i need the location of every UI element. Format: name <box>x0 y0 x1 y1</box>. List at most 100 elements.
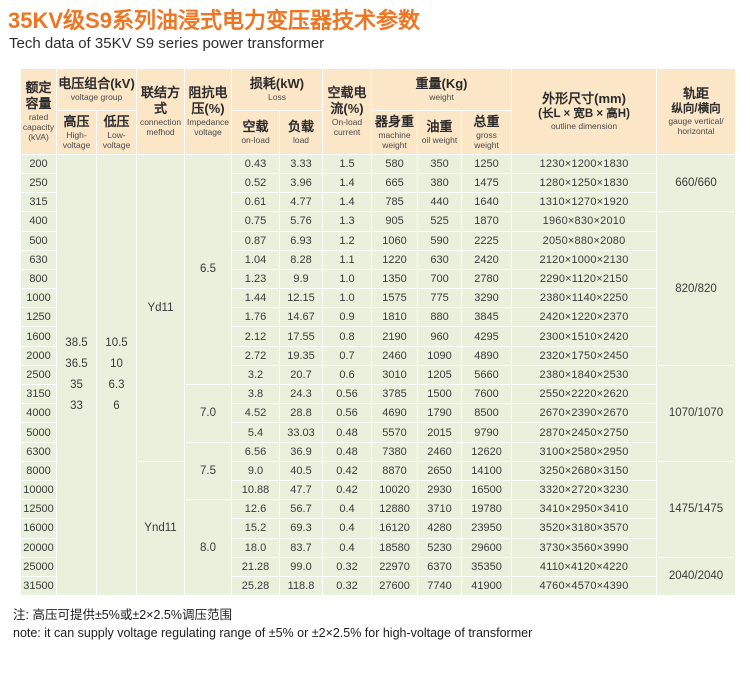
cell-current: 0.42 <box>322 479 373 501</box>
cell-noload-loss: 5.4 <box>231 422 280 443</box>
cell-noload-loss: 12.6 <box>231 499 280 520</box>
cell-oil-weight: 590 <box>417 230 463 251</box>
cell-dimension: 2290×1120×2150 <box>511 268 658 290</box>
cell-capacity: 1250 <box>20 307 57 328</box>
header-connection-zh: 联结方式 <box>140 84 180 117</box>
cell-oil-weight: 3710 <box>417 499 463 520</box>
cell-oil-weight: 700 <box>417 268 463 290</box>
cell-current: 1.2 <box>322 230 373 251</box>
cell-gross-weight: 23950 <box>461 518 513 539</box>
cell-machine-weight: 905 <box>371 211 419 232</box>
cell-dimension: 3320×2720×3230 <box>511 479 658 501</box>
cell-machine-weight: 18580 <box>371 537 419 558</box>
cell-machine-weight: 1810 <box>371 307 419 328</box>
cell-oil-weight: 1500 <box>417 384 463 405</box>
cell-gross-weight: 19780 <box>461 499 513 520</box>
cell-oil-weight: 880 <box>417 307 463 328</box>
header-machine-weight-en: machine weight <box>378 130 411 150</box>
cell-machine-weight: 5570 <box>371 422 419 443</box>
header-gross-weight-en: gross weight <box>474 130 499 150</box>
cell-machine-weight: 16120 <box>371 518 419 539</box>
cell-gross-weight: 1475 <box>461 172 513 194</box>
table-row: 4000 4.52 28.8 0.56 4690 1790 8500 2670×2390×26… <box>20 403 736 424</box>
footnote: 注: 高压可提供±5%或±2×2.5%调压范围 note: it can sup… <box>13 607 750 642</box>
header-oil-weight-en: oil weight <box>421 135 458 146</box>
table-row: 20000 18.0 83.7 0.4 18580 5230 29600 3730×3560×… <box>20 537 736 558</box>
cell-dimension: 2320×1750×2450 <box>511 345 658 366</box>
table-row: 6300 7.5 6.56 36.9 0.48 7380 2460 12620 3100×258… <box>20 441 736 501</box>
header-current-en: On-load current <box>331 117 363 138</box>
cell-load-loss: 69.3 <box>278 518 324 539</box>
table-row: 31500 25.28 118.8 0.32 27600 7740 41900 4760×45… <box>20 575 736 597</box>
table-row: 315 0.61 4.77 1.4 785 440 1640 1310×1270×1920 <box>20 192 736 213</box>
header-hv: 高压 High-voltage <box>56 109 97 155</box>
cell-capacity: 315 <box>20 192 57 213</box>
cell-noload-loss: 0.43 <box>231 153 280 174</box>
cell-noload-loss: 10.88 <box>231 479 280 501</box>
cell-gross-weight: 4890 <box>461 345 513 366</box>
header-weight-zh: 重量(Kg) <box>415 75 468 91</box>
cell-machine-weight: 12880 <box>371 499 419 520</box>
cell-oil-weight: 6370 <box>417 556 463 577</box>
cell-machine-weight: 3010 <box>371 364 419 386</box>
cell-dimension: 3520×3180×3570 <box>511 518 658 539</box>
cell-impedance: 8.0 <box>184 499 232 597</box>
cell-capacity: 2500 <box>20 364 57 386</box>
cell-capacity: 1600 <box>20 326 57 347</box>
cell-gross-weight: 14100 <box>461 460 513 481</box>
cell-dimension: 2380×1140×2250 <box>511 288 658 309</box>
cell-machine-weight: 22970 <box>371 556 419 577</box>
table-row: 10000 10.88 47.7 0.42 10020 2930 16500 3320×272… <box>20 479 736 501</box>
header-load-loss-en: load <box>292 135 310 146</box>
header-noload-loss: 空载 on-load <box>231 109 280 155</box>
cell-dimension: 1310×1270×1920 <box>511 192 658 213</box>
cell-dimension: 2380×1840×2530 <box>511 364 658 386</box>
cell-gross-weight: 35350 <box>461 556 513 577</box>
cell-load-loss: 36.9 <box>278 441 324 462</box>
cell-noload-loss: 15.2 <box>231 518 280 539</box>
cell-current: 1.4 <box>322 192 373 213</box>
cell-gross-weight: 2780 <box>461 268 513 290</box>
header-oil-weight: 油重 oil weight <box>417 109 463 155</box>
cell-current: 0.42 <box>322 460 373 481</box>
cell-current: 0.8 <box>322 326 373 347</box>
cell-noload-loss: 6.56 <box>231 441 280 462</box>
page-subtitle: Tech data of 35KV S9 series power transf… <box>9 35 325 53</box>
cell-gross-weight: 2225 <box>461 230 513 251</box>
cell-current: 1.5 <box>322 153 373 174</box>
cell-current: 1.0 <box>322 288 373 309</box>
cell-gross-weight: 2420 <box>461 249 513 270</box>
header-noload-loss-en: on-load <box>241 135 270 146</box>
cell-capacity: 3150 <box>20 384 57 405</box>
cell-load-loss: 19.35 <box>278 345 324 366</box>
cell-gross-weight: 1640 <box>461 192 513 213</box>
cell-noload-loss: 9.0 <box>231 460 280 481</box>
cell-oil-weight: 2930 <box>417 479 463 501</box>
cell-oil-weight: 2650 <box>417 460 463 481</box>
cell-oil-weight: 1205 <box>417 364 463 386</box>
header-dimension-zh: 外形尺寸(mm) <box>542 90 626 106</box>
cell-load-loss: 28.8 <box>278 403 324 424</box>
header-loss-zh: 损耗(kW) <box>249 75 305 91</box>
table-row: 800 1.23 9.9 1.0 1350 700 2780 2290×1120×2150 <box>20 268 736 290</box>
cell-load-loss: 4.77 <box>278 192 324 213</box>
header-oil-weight-zh: 油重 <box>426 118 453 134</box>
header-machine-weight-zh: 器身重 <box>375 113 415 129</box>
cell-capacity: 5000 <box>20 422 57 443</box>
cell-gross-weight: 3845 <box>461 307 513 328</box>
header-current-zh: 空载电流(%) <box>327 84 367 117</box>
cell-load-loss: 17.55 <box>278 326 324 347</box>
cell-current: 0.32 <box>322 556 373 577</box>
cell-gauge: 2040/2040 <box>656 556 737 597</box>
cell-current: 0.48 <box>322 422 373 443</box>
cell-capacity: 400 <box>20 211 57 232</box>
cell-capacity: 1000 <box>20 288 57 309</box>
header-gauge-en: gauge vertical/ horizontal <box>668 116 724 137</box>
table-row: 1600 2.12 17.55 0.8 2190 960 4295 2300×1510×242… <box>20 326 736 347</box>
cell-gauge: 1475/1475 <box>656 460 737 558</box>
cell-oil-weight: 630 <box>417 249 463 270</box>
cell-noload-loss: 0.87 <box>231 230 280 251</box>
cell-dimension: 2050×880×2080 <box>511 230 658 251</box>
cell-noload-loss: 4.52 <box>231 403 280 424</box>
cell-dimension: 4760×4570×4390 <box>511 575 658 597</box>
